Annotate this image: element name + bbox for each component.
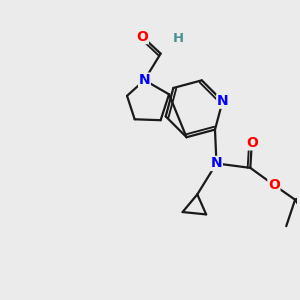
Text: O: O <box>246 136 258 150</box>
Text: N: N <box>217 94 228 108</box>
Text: O: O <box>268 178 280 192</box>
Text: O: O <box>136 30 148 44</box>
Text: N: N <box>211 157 222 170</box>
Text: N: N <box>139 73 150 87</box>
Text: H: H <box>173 32 184 45</box>
